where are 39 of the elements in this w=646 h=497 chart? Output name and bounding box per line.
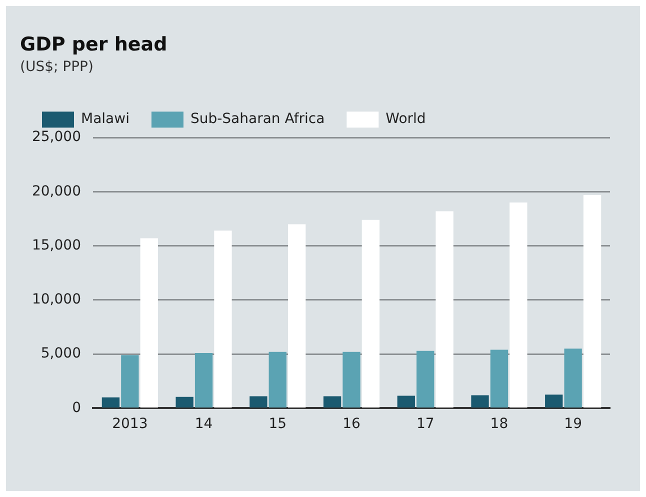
x-tick-label: 2013 bbox=[112, 416, 148, 432]
x-tick-label: 19 bbox=[564, 416, 582, 432]
y-tick-label: 20,000 bbox=[32, 183, 81, 200]
bar bbox=[176, 396, 194, 408]
bar bbox=[416, 350, 434, 408]
bar bbox=[250, 396, 268, 408]
bar bbox=[564, 348, 582, 408]
bar bbox=[140, 238, 158, 408]
bar bbox=[362, 220, 380, 408]
legend-label: Sub-Saharan Africa bbox=[190, 111, 325, 128]
x-tick-label: 14 bbox=[194, 416, 213, 432]
bar bbox=[583, 194, 602, 408]
bar bbox=[342, 352, 360, 408]
bar bbox=[436, 211, 454, 408]
bar bbox=[268, 352, 286, 408]
y-tick-label: 15,000 bbox=[32, 237, 81, 254]
bar bbox=[288, 224, 306, 408]
chart-title: GDP per head bbox=[20, 33, 168, 56]
legend-label: Malawi bbox=[81, 111, 130, 128]
bar bbox=[214, 230, 232, 408]
bar bbox=[102, 397, 120, 408]
bar bbox=[510, 202, 528, 408]
y-tick-label: 5,000 bbox=[40, 346, 81, 362]
bar bbox=[121, 355, 139, 408]
bar bbox=[490, 350, 508, 408]
chart-subtitle: (US$; PPP) bbox=[20, 58, 94, 75]
x-tick-label: 17 bbox=[416, 416, 434, 432]
x-tick-label: 16 bbox=[342, 416, 360, 432]
bar bbox=[471, 395, 489, 408]
bar bbox=[323, 396, 342, 408]
legend-label: World bbox=[386, 111, 426, 128]
y-tick-label: 25,000 bbox=[32, 129, 81, 146]
y-tick-label: 0 bbox=[72, 400, 81, 416]
y-tick-label: 10,000 bbox=[32, 292, 81, 308]
bar bbox=[545, 394, 563, 408]
bar bbox=[194, 353, 213, 408]
x-tick-label: 15 bbox=[268, 416, 287, 432]
x-tick-label: 18 bbox=[490, 416, 508, 432]
bar bbox=[397, 396, 415, 408]
